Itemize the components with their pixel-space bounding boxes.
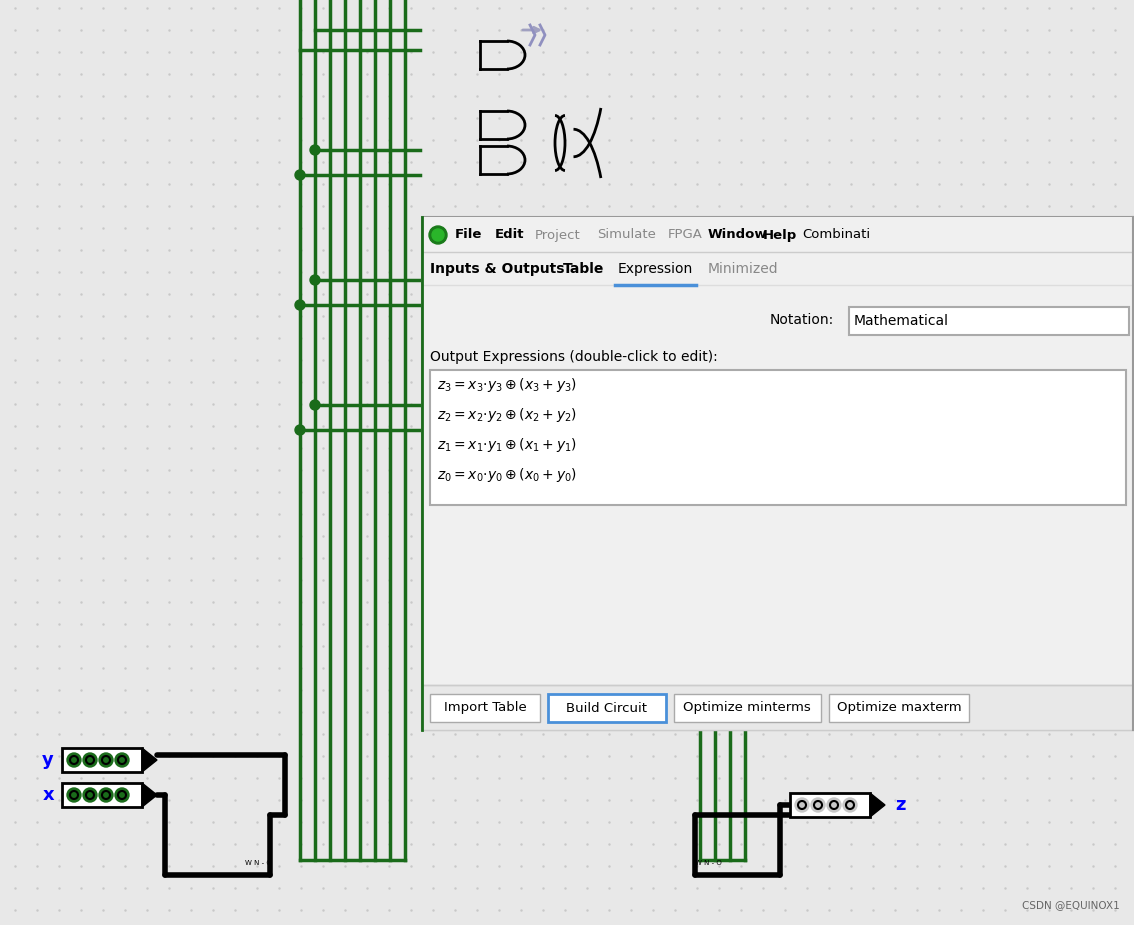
Polygon shape [142, 783, 156, 807]
Bar [62, 748, 142, 772]
Text: $z_2 = x_2{\cdot}y_2 \oplus (x_2+y_2)$: $z_2 = x_2{\cdot}y_2 \oplus (x_2+y_2)$ [437, 406, 577, 424]
Circle shape [115, 788, 129, 802]
Circle shape [795, 798, 809, 812]
Circle shape [843, 798, 857, 812]
Text: Simulate: Simulate [598, 228, 657, 241]
Bar [674, 694, 821, 722]
Bar [430, 694, 540, 722]
Circle shape [99, 753, 113, 767]
Bar [849, 307, 1129, 335]
Circle shape [295, 170, 305, 180]
Circle shape [83, 753, 98, 767]
Circle shape [295, 300, 305, 310]
Text: Window: Window [708, 228, 767, 241]
Bar [548, 694, 666, 722]
Bar [422, 285, 1134, 730]
Bar [422, 685, 1134, 730]
Bar [422, 252, 1134, 285]
Circle shape [67, 788, 81, 802]
Text: x: x [42, 786, 54, 804]
Text: $z_0 = x_0{\cdot}y_0 \oplus (x_0+y_0)$: $z_0 = x_0{\cdot}y_0 \oplus (x_0+y_0)$ [437, 466, 577, 484]
Text: Output Expressions (double-click to edit):: Output Expressions (double-click to edit… [430, 350, 718, 364]
Text: W N - O: W N - O [245, 860, 272, 866]
Text: Minimized: Minimized [708, 262, 778, 276]
Text: CSDN @EQUINOX1: CSDN @EQUINOX1 [1022, 900, 1120, 910]
Text: FPGA: FPGA [668, 228, 702, 241]
Text: b: b [872, 802, 878, 812]
Circle shape [827, 798, 841, 812]
Circle shape [310, 145, 320, 155]
Text: $z_1 = x_1{\cdot}y_1 \oplus (x_1+y_1)$: $z_1 = x_1{\cdot}y_1 \oplus (x_1+y_1)$ [437, 436, 577, 454]
Polygon shape [870, 793, 885, 817]
Text: Help: Help [762, 228, 797, 241]
Text: Notation:: Notation: [770, 313, 833, 327]
Circle shape [295, 425, 305, 435]
Text: Build Circuit: Build Circuit [566, 701, 648, 714]
Bar [422, 217, 1134, 730]
Polygon shape [142, 748, 156, 772]
Circle shape [811, 798, 826, 812]
Text: Table: Table [564, 262, 604, 276]
Text: Combinati: Combinati [803, 228, 871, 241]
Bar [790, 793, 870, 817]
Bar [422, 217, 1134, 252]
Bar [62, 783, 142, 807]
Text: Optimize minterms: Optimize minterms [684, 701, 811, 714]
Text: Edit: Edit [496, 228, 525, 241]
Text: b: b [144, 792, 150, 802]
Text: Inputs & Outputs: Inputs & Outputs [430, 262, 565, 276]
Circle shape [432, 229, 445, 241]
Bar [430, 370, 1126, 505]
Text: $z_3 = x_3{\cdot}y_3 \oplus (x_3+y_3)$: $z_3 = x_3{\cdot}y_3 \oplus (x_3+y_3)$ [437, 376, 577, 394]
Text: W N - O: W N - O [695, 860, 721, 866]
Text: Mathematical: Mathematical [854, 314, 949, 328]
Circle shape [429, 226, 447, 244]
Circle shape [115, 753, 129, 767]
Text: Optimize maxterm: Optimize maxterm [837, 701, 962, 714]
Text: z: z [895, 796, 906, 814]
Text: y: y [42, 751, 54, 769]
Text: b: b [144, 757, 150, 767]
Circle shape [67, 753, 81, 767]
Text: File: File [455, 228, 482, 241]
Text: Expression: Expression [617, 262, 693, 276]
Circle shape [99, 788, 113, 802]
Text: Project: Project [535, 228, 581, 241]
Text: Import Table: Import Table [443, 701, 526, 714]
Circle shape [310, 400, 320, 410]
Bar [829, 694, 968, 722]
Circle shape [83, 788, 98, 802]
Circle shape [310, 275, 320, 285]
